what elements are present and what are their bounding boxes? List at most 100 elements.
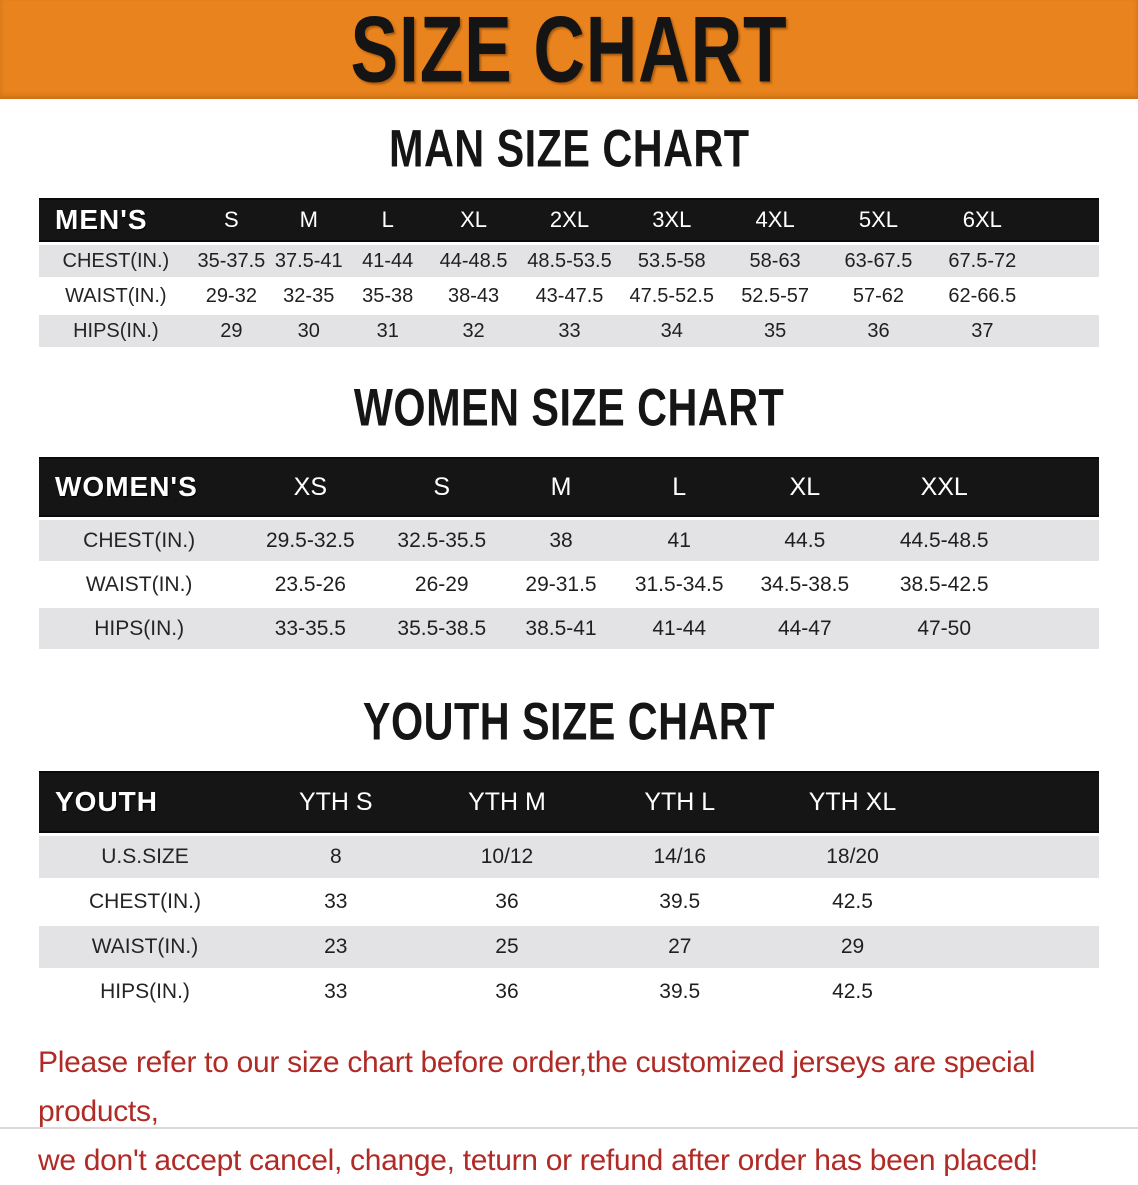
size-value: 32.5-35.5: [381, 520, 503, 561]
table-header-row: WOMEN'S XS S M L XL XXL: [39, 457, 1099, 517]
size-column-header: 3XL: [619, 198, 724, 242]
table-title: YOUTH: [39, 771, 251, 833]
size-value: 58-63: [723, 245, 827, 277]
table-title: WOMEN'S: [39, 457, 240, 517]
size-column-header: S: [192, 198, 271, 242]
size-column-header: S: [381, 457, 503, 517]
women-size-chart-section: WOMEN SIZE CHART WOMEN'S XS S M L XL XXL CHEST(…: [0, 377, 1138, 652]
size-value: 44.5-48.5: [871, 520, 1018, 561]
row-label: HIPS(IN.): [39, 608, 240, 649]
youth-size-chart-section: YOUTH SIZE CHART YOUTH YTH S YTH M YTH L YTH…: [0, 691, 1138, 1016]
spacer-cell: [1034, 280, 1099, 312]
size-column-header: XXL: [871, 457, 1018, 517]
row-label: HIPS(IN.): [39, 315, 193, 347]
size-value: 26-29: [381, 564, 503, 605]
measurement-row: WAIST(IN.) 29-32 32-35 35-38 38-43 43-47.5 47.…: [39, 280, 1099, 312]
size-value: 37.5-41: [270, 245, 348, 277]
size-chart-banner: SIZE CHART: [0, 0, 1138, 102]
size-column-header: M: [502, 457, 620, 517]
measurement-row: U.S.SIZE 8 10/12 14/16 18/20: [39, 836, 1099, 878]
table-header-row: YOUTH YTH S YTH M YTH L YTH XL: [39, 771, 1099, 833]
spacer-cell: [1034, 198, 1099, 242]
disclaimer-text: Please refer to our size chart before or…: [38, 1038, 1102, 1185]
size-value: 35.5-38.5: [381, 608, 503, 649]
measurement-row: HIPS(IN.) 33 36 39.5 42.5: [39, 971, 1099, 1013]
size-column-header: YTH XL: [766, 771, 939, 833]
size-value: 63-67.5: [826, 245, 931, 277]
section-heading-man: MAN SIZE CHART: [388, 118, 750, 178]
size-value: 44-47: [738, 608, 872, 649]
women-size-table: WOMEN'S XS S M L XL XXL CHEST(IN.) 29.5-32.5 32.5…: [39, 454, 1099, 652]
size-value: 62-66.5: [930, 280, 1035, 312]
measurement-row: WAIST(IN.) 23 25 27 29: [39, 926, 1099, 968]
row-label: HIPS(IN.): [39, 971, 251, 1013]
size-value: 29: [766, 926, 939, 968]
size-value: 38.5-42.5: [871, 564, 1018, 605]
spacer-cell: [938, 881, 1099, 923]
size-value: 23: [251, 926, 421, 968]
row-label: WAIST(IN.): [39, 564, 240, 605]
size-value: 29.5-32.5: [239, 520, 382, 561]
size-value: 33: [251, 881, 421, 923]
size-value: 32: [427, 315, 520, 347]
size-value: 30: [270, 315, 348, 347]
section-heading-women: WOMEN SIZE CHART: [353, 377, 785, 437]
size-value: 31.5-34.5: [619, 564, 739, 605]
measurement-row: HIPS(IN.) 33-35.5 35.5-38.5 38.5-41 41-44 44-…: [39, 608, 1099, 649]
section-heading-youth: YOUTH SIZE CHART: [362, 691, 776, 751]
spacer-cell: [1034, 315, 1099, 347]
size-column-header: 6XL: [930, 198, 1035, 242]
size-value: 31: [347, 315, 428, 347]
size-column-header: XL: [427, 198, 520, 242]
row-label: WAIST(IN.): [39, 926, 251, 968]
size-column-header: 4XL: [723, 198, 827, 242]
size-column-header: YTH S: [251, 771, 421, 833]
spacer-cell: [938, 926, 1099, 968]
size-value: 38: [502, 520, 620, 561]
size-value: 47-50: [871, 608, 1018, 649]
row-label: WAIST(IN.): [39, 280, 193, 312]
spacer-cell: [938, 836, 1099, 878]
size-value: 44.5: [738, 520, 872, 561]
size-value: 33-35.5: [239, 608, 382, 649]
size-value: 41-44: [619, 608, 739, 649]
measurement-row: HIPS(IN.) 29 30 31 32 33 34 35 36 37: [39, 315, 1099, 347]
row-label: CHEST(IN.): [39, 520, 240, 561]
table-title: MEN'S: [39, 198, 193, 242]
size-value: 37: [930, 315, 1035, 347]
bottom-edge-divider: [0, 1127, 1138, 1129]
size-value: 67.5-72: [930, 245, 1035, 277]
size-value: 38.5-41: [502, 608, 620, 649]
measurement-row: WAIST(IN.) 23.5-26 26-29 29-31.5 31.5-34.5 34…: [39, 564, 1099, 605]
size-value: 41: [619, 520, 739, 561]
spacer-cell: [1017, 608, 1099, 649]
row-label: CHEST(IN.): [39, 245, 193, 277]
size-value: 10/12: [420, 836, 594, 878]
size-value: 33: [519, 315, 620, 347]
row-label: CHEST(IN.): [39, 881, 251, 923]
size-value: 36: [420, 881, 594, 923]
measurement-row: CHEST(IN.) 33 36 39.5 42.5: [39, 881, 1099, 923]
size-value: 36: [826, 315, 931, 347]
size-value: 18/20: [766, 836, 939, 878]
table-header-row: MEN'S S M L XL 2XL 3XL 4XL 5XL 6XL: [39, 198, 1099, 242]
size-value: 34: [619, 315, 724, 347]
size-column-header: YTH M: [420, 771, 594, 833]
size-value: 39.5: [593, 971, 767, 1013]
size-column-header: YTH L: [593, 771, 767, 833]
size-value: 32-35: [270, 280, 348, 312]
size-value: 48.5-53.5: [519, 245, 620, 277]
size-value: 14/16: [593, 836, 767, 878]
youth-size-table: YOUTH YTH S YTH M YTH L YTH XL U.S.SIZE 8 10/12…: [39, 768, 1099, 1016]
spacer-cell: [1017, 457, 1099, 517]
size-value: 25: [420, 926, 594, 968]
size-value: 29-32: [192, 280, 271, 312]
size-column-header: L: [619, 457, 739, 517]
measurement-row: CHEST(IN.) 35-37.5 37.5-41 41-44 44-48.5 48.5…: [39, 245, 1099, 277]
size-value: 29: [192, 315, 271, 347]
size-value: 52.5-57: [723, 280, 827, 312]
size-value: 23.5-26: [239, 564, 382, 605]
row-label: U.S.SIZE: [39, 836, 251, 878]
size-value: 35-37.5: [192, 245, 271, 277]
size-column-header: L: [347, 198, 428, 242]
